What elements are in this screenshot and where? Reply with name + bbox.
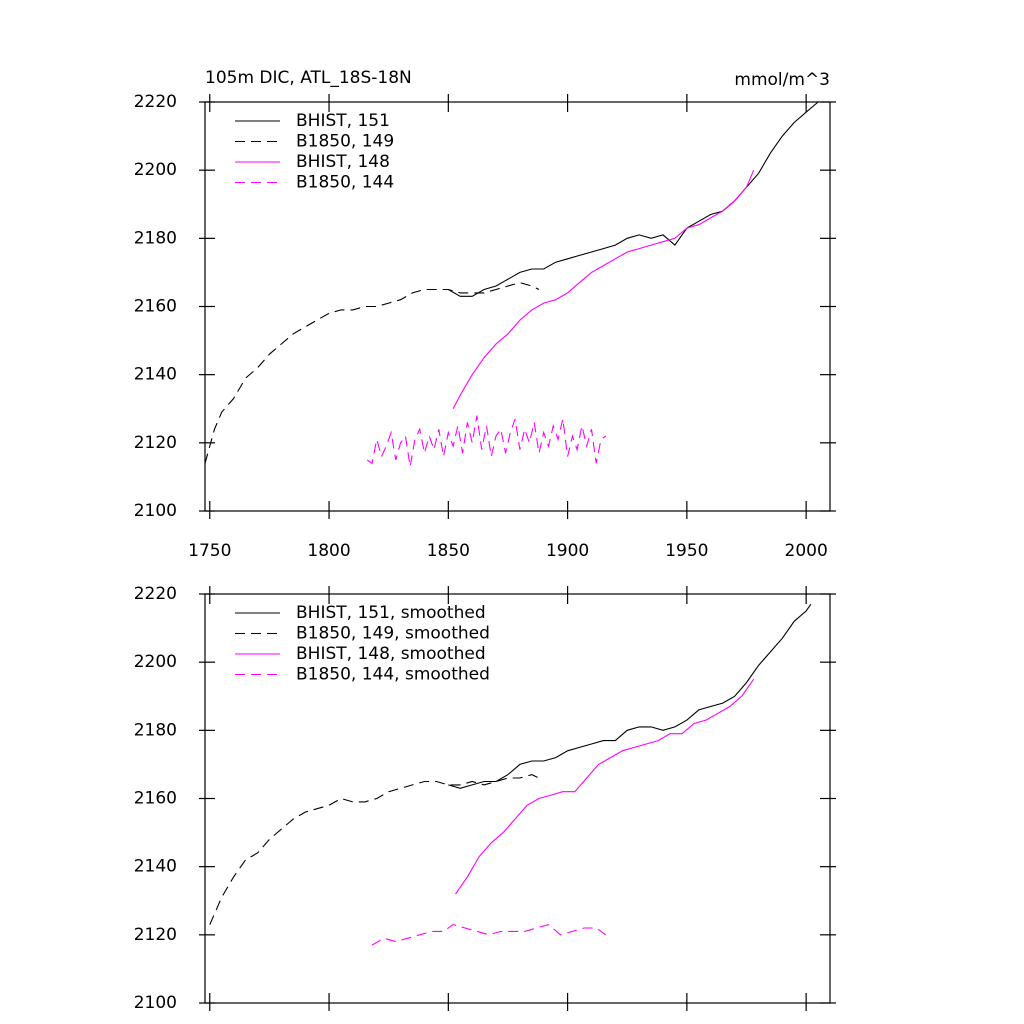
y-tick-label: 2200 [134,652,177,672]
y-tick-label: 2120 [134,433,177,453]
legend-label: BHIST, 151 [296,111,390,131]
legend-label: BHIST, 148, smoothed [296,644,486,664]
series-line [455,678,755,895]
series-line [366,415,607,467]
legend-label: B1850, 149 [296,132,394,152]
x-tick-label: 2000 [785,541,828,561]
legend-label: B1850, 149, smoothed [296,624,490,644]
units-label: mmol/m^3 [734,70,830,90]
legend-label: BHIST, 151, smoothed [296,603,486,623]
series-line [448,101,819,297]
y-tick-label: 2220 [134,584,177,604]
y-tick-label: 2200 [134,160,177,180]
y-tick-label: 2100 [134,501,177,521]
series-line [204,282,540,464]
series-line [209,774,540,925]
y-tick-label: 2180 [134,228,177,248]
x-tick-label: 1950 [665,541,708,561]
y-tick-label: 2100 [134,993,177,1013]
x-tick-label: 1800 [307,541,350,561]
chart-title: 105m DIC, ATL_18S-18N [205,68,412,88]
series-line [452,169,755,410]
y-tick-label: 2140 [134,365,177,385]
y-tick-label: 2120 [134,925,177,945]
legend-label: BHIST, 148 [296,152,390,172]
legend-label: B1850, 144, smoothed [296,665,490,685]
y-tick-label: 2160 [134,297,177,317]
x-tick-label: 1750 [188,541,231,561]
y-tick-label: 2180 [134,720,177,740]
y-tick-label: 2160 [134,789,177,809]
legend-label: B1850, 144 [296,173,394,193]
y-tick-label: 2140 [134,857,177,877]
y-tick-label: 2220 [134,92,177,112]
series-line [448,603,812,789]
x-tick-label: 1850 [427,541,470,561]
series-line [371,923,607,946]
x-tick-label: 1900 [546,541,589,561]
